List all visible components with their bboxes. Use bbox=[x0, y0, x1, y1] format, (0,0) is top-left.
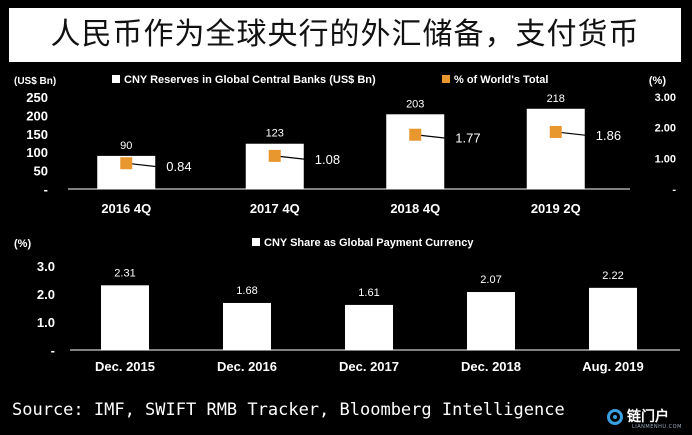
x-tick-label: Dec. 2018 bbox=[461, 359, 521, 374]
legend-label-pct: % of World's Total bbox=[454, 74, 548, 86]
left-axis-unit: (US$ Bn) bbox=[14, 76, 56, 87]
source-note: Source: IMF, SWIFT RMB Tracker, Bloomber… bbox=[12, 400, 565, 420]
share-value-label: 2.07 bbox=[480, 274, 501, 286]
share-value-label: 2.31 bbox=[114, 267, 135, 279]
reserve-value-label: 218 bbox=[547, 93, 565, 105]
x-tick-label: Aug. 2019 bbox=[582, 359, 643, 374]
x-tick-label: Dec. 2015 bbox=[95, 359, 155, 374]
y2-tick-label: 2.00 bbox=[655, 123, 676, 135]
share-bar bbox=[589, 287, 637, 350]
x-tick-label: 2016 4Q bbox=[101, 201, 151, 216]
pct-marker bbox=[409, 128, 422, 141]
share-value-label: 1.61 bbox=[358, 287, 379, 299]
pct-value-label: 0.84 bbox=[166, 159, 191, 174]
share-bar bbox=[223, 302, 271, 350]
pct-marker bbox=[268, 149, 281, 162]
share-value-label: 1.68 bbox=[236, 285, 257, 297]
reserve-value-label: 90 bbox=[120, 140, 132, 152]
share-value-label: 2.22 bbox=[602, 270, 623, 282]
y-tick-label: 50 bbox=[34, 164, 48, 179]
y-tick-label: 2.0 bbox=[37, 287, 55, 302]
pct-value-label: 1.77 bbox=[455, 131, 480, 146]
y-tick-label: 200 bbox=[26, 108, 48, 123]
left-axis-unit-2: (%) bbox=[14, 238, 31, 250]
x-tick-label: 2017 4Q bbox=[250, 201, 300, 216]
legend-swatch-pct bbox=[442, 75, 450, 83]
reserve-value-label: 203 bbox=[406, 98, 424, 110]
y-tick-label: - bbox=[51, 343, 55, 358]
x-tick-label: 2019 2Q bbox=[531, 201, 581, 216]
pct-marker bbox=[549, 125, 562, 138]
pct-value-label: 1.08 bbox=[315, 152, 340, 167]
pct-value-label: 1.86 bbox=[596, 128, 621, 143]
right-axis-unit: (%) bbox=[649, 75, 666, 87]
share-bar bbox=[467, 292, 515, 350]
pct-marker bbox=[120, 157, 133, 170]
y2-tick-label: - bbox=[672, 184, 676, 196]
y-tick-label: 100 bbox=[26, 145, 48, 160]
y2-tick-label: 3.00 bbox=[655, 92, 676, 104]
legend-label-reserves: CNY Reserves in Global Central Banks (US… bbox=[124, 74, 376, 86]
legend-swatch-share bbox=[252, 238, 260, 246]
legend-swatch-reserves bbox=[112, 75, 120, 83]
legend-label-share: CNY Share as Global Payment Currency bbox=[264, 237, 474, 249]
logo-icon bbox=[607, 409, 623, 425]
x-tick-label: Dec. 2017 bbox=[339, 359, 399, 374]
y-tick-label: 3.0 bbox=[37, 259, 55, 274]
x-tick-label: Dec. 2016 bbox=[217, 359, 277, 374]
y-tick-label: 150 bbox=[26, 127, 48, 142]
y2-tick-label: 1.00 bbox=[655, 153, 676, 165]
chart-title: 人民币作为全球央行的外汇储备，支付货币 bbox=[9, 8, 681, 62]
reserve-value-label: 123 bbox=[266, 128, 284, 140]
y-tick-label: - bbox=[44, 182, 48, 197]
y-tick-label: 250 bbox=[26, 90, 48, 105]
logo-subtext: LIANMENHU.COM bbox=[632, 424, 682, 430]
site-logo: 链门户 LIANMENHU.COM bbox=[607, 403, 687, 431]
logo-text: 链门户 bbox=[627, 409, 669, 425]
x-tick-label: 2018 4Q bbox=[390, 201, 440, 216]
reserve-bar bbox=[386, 114, 445, 189]
y-tick-label: 1.0 bbox=[37, 315, 55, 330]
share-bar bbox=[101, 285, 149, 350]
reserve-bar bbox=[526, 108, 585, 189]
share-bar bbox=[345, 304, 393, 350]
